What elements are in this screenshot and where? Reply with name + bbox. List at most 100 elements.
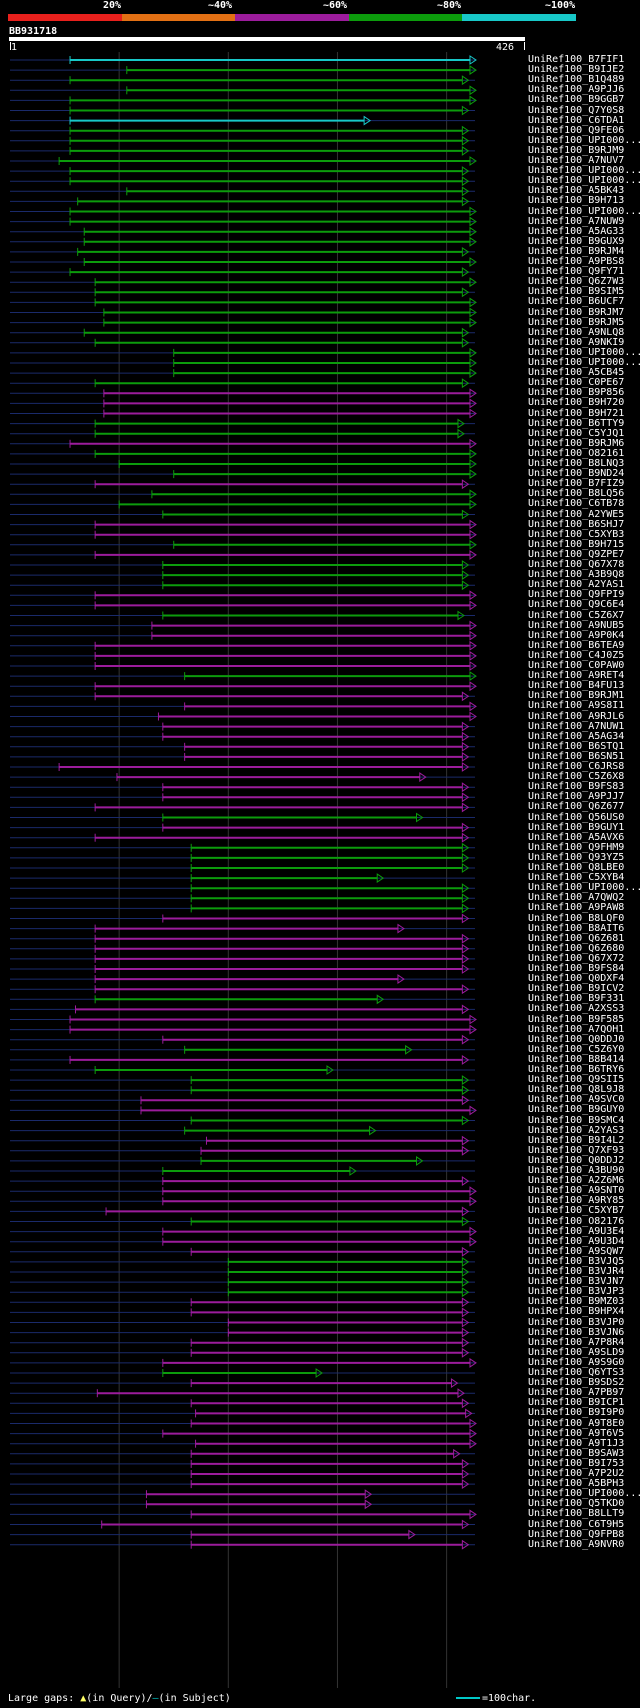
hit-label[interactable]: UniRef100_A5CB45: [528, 367, 625, 379]
hit-label[interactable]: UniRef100_B9FS84: [528, 963, 625, 974]
hit-label[interactable]: UniRef100_C5XYB3: [528, 528, 625, 540]
hit-label[interactable]: UniRef100_B9H715: [528, 538, 625, 550]
hit-label[interactable]: UniRef100_B9MZ03: [528, 1296, 625, 1308]
hit-label[interactable]: UniRef100_B9ICV2: [528, 983, 625, 995]
hit-label[interactable]: UniRef100_B9F585: [528, 1013, 625, 1025]
hit-label[interactable]: UniRef100_B6TEA9: [528, 639, 625, 651]
hit-label[interactable]: UniRef100_B9GGB7: [528, 94, 625, 106]
hit-label[interactable]: UniRef100_B1Q489: [528, 74, 625, 86]
hit-label[interactable]: UniRef100_Q5TKD0: [528, 1498, 625, 1510]
hit-label[interactable]: UniRef100_B9RJM9: [528, 144, 625, 156]
hit-label[interactable]: UniRef100_Q93YZ5: [528, 851, 625, 863]
hit-label[interactable]: UniRef100_A9RY85: [528, 1195, 625, 1207]
hit-label[interactable]: UniRef100_Q67X78: [528, 559, 625, 570]
hit-label[interactable]: UniRef100_A5BPH3: [528, 1478, 625, 1490]
hit-label[interactable]: UniRef100_Q67X72: [528, 952, 625, 964]
hit-label[interactable]: UniRef100_A9SVC0: [528, 1094, 625, 1106]
hit-label[interactable]: UniRef100_Q56US0: [528, 811, 625, 823]
hit-label[interactable]: UniRef100_A7P2U2: [528, 1468, 625, 1479]
hit-label[interactable]: UniRef100_B8B414: [528, 1053, 625, 1065]
hit-label[interactable]: UniRef100_C5Z6X7: [528, 609, 625, 621]
hit-label[interactable]: UniRef100_A7NUW1: [528, 720, 625, 732]
hit-label[interactable]: UniRef100_A2YAS1: [528, 579, 625, 591]
hit-label[interactable]: UniRef100_A2Z6M6: [528, 1175, 625, 1187]
hit-label[interactable]: UniRef100_UPI000...: [528, 134, 640, 146]
hit-label[interactable]: UniRef100_C4J0Z5: [528, 649, 625, 661]
hit-label[interactable]: UniRef100_B9SAW3: [528, 1447, 625, 1459]
hit-label[interactable]: UniRef100_A9U3E4: [528, 1225, 625, 1237]
hit-label[interactable]: UniRef100_A9NUB5: [528, 619, 625, 631]
hit-label[interactable]: UniRef100_Q6Z677: [528, 801, 625, 813]
hit-label[interactable]: UniRef100_B9GUY1: [528, 821, 625, 833]
hit-label[interactable]: UniRef100_A5AVX6: [528, 831, 625, 843]
hit-label[interactable]: UniRef100_B9H720: [528, 397, 625, 409]
hit-label[interactable]: UniRef100_Q8L9J8: [528, 1084, 625, 1096]
hit-label[interactable]: UniRef100_A2YAS3: [528, 1124, 625, 1136]
hit-label[interactable]: UniRef100_B9RJM4: [528, 245, 625, 257]
hit-label[interactable]: UniRef100_B6STQ1: [528, 740, 625, 752]
hit-label[interactable]: UniRef100_B7FIZ9: [528, 478, 625, 490]
hit-label[interactable]: UniRef100_A9NKI9: [528, 336, 625, 348]
hit-label[interactable]: UniRef100_A3BU90: [528, 1165, 625, 1176]
hit-label[interactable]: UniRef100_Q9FY71: [528, 266, 625, 278]
hit-label[interactable]: UniRef100_A9PBS8: [528, 256, 625, 267]
hit-label[interactable]: UniRef100_B4FU13: [528, 680, 625, 692]
hit-label[interactable]: UniRef100_Q9SII5: [528, 1074, 625, 1086]
hit-label[interactable]: UniRef100_A9PJJ6: [528, 84, 625, 96]
hit-label[interactable]: UniRef100_B9SMC4: [528, 1114, 625, 1126]
hit-label[interactable]: UniRef100_B9F331: [528, 993, 625, 1005]
hit-label[interactable]: UniRef100_B9GUY0: [528, 1104, 625, 1116]
hit-label[interactable]: UniRef100_C5YJQ1: [528, 427, 625, 439]
hit-label[interactable]: UniRef100_B3VJP0: [528, 1316, 625, 1328]
hit-label[interactable]: UniRef100_UPI000...: [528, 165, 640, 177]
hit-label[interactable]: UniRef100_C0PE67: [528, 377, 625, 389]
hit-label[interactable]: UniRef100_A2YWE5: [528, 508, 625, 520]
hit-label[interactable]: UniRef100_B9H721: [528, 407, 625, 419]
hit-label[interactable]: UniRef100_A9RJL6: [528, 710, 625, 722]
hit-label[interactable]: UniRef100_A5AG33: [528, 225, 625, 237]
hit-label[interactable]: UniRef100_A9PAW8: [528, 902, 625, 914]
hit-label[interactable]: UniRef100_UPI000...: [528, 346, 640, 358]
hit-label[interactable]: UniRef100_Q9FHM9: [528, 841, 625, 853]
hit-label[interactable]: UniRef100_B3VJR4: [528, 1266, 625, 1277]
hit-label[interactable]: UniRef100_C6TB78: [528, 498, 625, 510]
hit-label[interactable]: UniRef100_UPI000...: [528, 357, 640, 368]
hit-label[interactable]: UniRef100_B6TRY6: [528, 1064, 625, 1075]
hit-label[interactable]: UniRef100_B8LNQ3: [528, 458, 625, 469]
hit-label[interactable]: UniRef100_B6SHJ7: [528, 518, 625, 530]
hit-label[interactable]: UniRef100_B3VJP3: [528, 1286, 625, 1298]
hit-label[interactable]: UniRef100_C6T9H5: [528, 1518, 625, 1530]
hit-label[interactable]: UniRef100_B9RJM7: [528, 306, 625, 318]
hit-label[interactable]: UniRef100_A3B9Q8: [528, 569, 625, 581]
hit-label[interactable]: UniRef100_O82161: [528, 447, 625, 459]
hit-label[interactable]: UniRef100_C5Z6Y0: [528, 1043, 625, 1055]
hit-label[interactable]: UniRef100_B9HPX4: [528, 1306, 625, 1318]
hit-label[interactable]: UniRef100_UPI000...: [528, 205, 640, 217]
hit-label[interactable]: UniRef100_B9P856: [528, 387, 625, 399]
hit-label[interactable]: UniRef100_Q6Z681: [528, 932, 625, 944]
hit-label[interactable]: UniRef100_Q9FPI9: [528, 589, 625, 601]
hit-label[interactable]: UniRef100_A9NLQ8: [528, 326, 625, 338]
hit-label[interactable]: UniRef100_Q7Y0S8: [528, 104, 625, 116]
hit-label[interactable]: UniRef100_B6TTY9: [528, 417, 625, 429]
hit-label[interactable]: UniRef100_C5Z6X8: [528, 771, 625, 783]
hit-label[interactable]: UniRef100_B8LLT9: [528, 1508, 625, 1520]
hit-label[interactable]: UniRef100_B3VJN7: [528, 1276, 625, 1288]
hit-label[interactable]: UniRef100_A9S8I1: [528, 700, 625, 712]
hit-label[interactable]: UniRef100_UPI000...: [528, 175, 640, 187]
hit-label[interactable]: UniRef100_C6JRS8: [528, 761, 625, 772]
hit-label[interactable]: UniRef100_Q0DXF4: [528, 973, 625, 985]
hit-label[interactable]: UniRef100_B8AIT6: [528, 922, 625, 934]
hit-label[interactable]: UniRef100_B8LQF0: [528, 912, 625, 924]
hit-label[interactable]: UniRef100_B9SDS2: [528, 1377, 625, 1389]
hit-label[interactable]: UniRef100_B6UCF7: [528, 296, 625, 308]
hit-label[interactable]: UniRef100_A7PB97: [528, 1387, 625, 1399]
hit-label[interactable]: UniRef100_B3VJN6: [528, 1326, 625, 1338]
hit-label[interactable]: UniRef100_Q9FE06: [528, 124, 625, 136]
hit-label[interactable]: UniRef100_A9T6V5: [528, 1427, 625, 1439]
hit-label[interactable]: UniRef100_B7FIF1: [528, 54, 625, 65]
hit-label[interactable]: UniRef100_A5AG34: [528, 730, 625, 742]
hit-label[interactable]: UniRef100_A9SNT0: [528, 1185, 625, 1197]
hit-label[interactable]: UniRef100_B9FS83: [528, 781, 625, 793]
hit-label[interactable]: UniRef100_A9S9G0: [528, 1356, 625, 1368]
